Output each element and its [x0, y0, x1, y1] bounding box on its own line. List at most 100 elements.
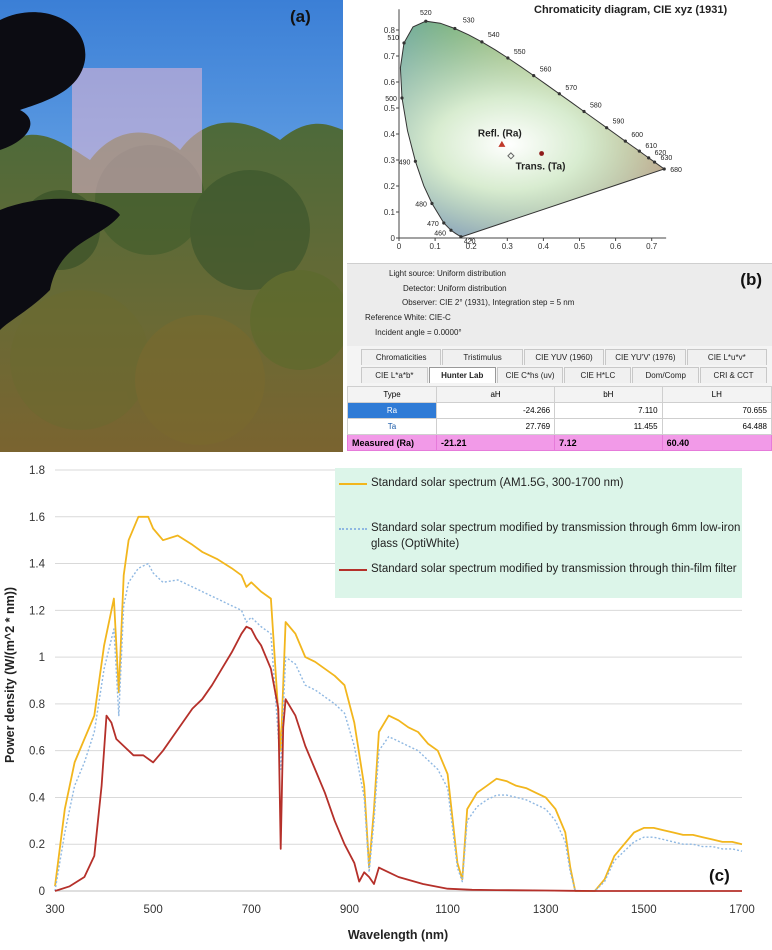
- x-tick-label: 900: [340, 904, 359, 916]
- series-line-1: [54, 515, 743, 892]
- locus-marker: [647, 156, 651, 160]
- legend-entry-3: Standard solar spectrum modified by tran…: [371, 563, 737, 575]
- panel-label-a: (a): [290, 7, 311, 26]
- photo-illustration: [0, 0, 343, 452]
- locus-marker: [453, 26, 457, 31]
- row-lh: 64.488: [661, 418, 772, 435]
- measured-row: Measured (Ra) -21.21 7.12 60.40: [347, 434, 772, 451]
- y-tick-label: 0.2: [29, 839, 45, 851]
- x-axis-label: Wavelength (nm): [348, 928, 448, 942]
- x-tick-label: 300: [45, 904, 64, 916]
- cie-x-tick: 0.1: [430, 242, 442, 251]
- cie-y-tick: 0.5: [384, 104, 396, 113]
- wavelength-label: 460: [434, 230, 446, 237]
- cie-x-tick: 0.5: [574, 242, 586, 251]
- cie-x-tick: 0.2: [466, 242, 478, 251]
- wavelength-label: 540: [488, 32, 500, 39]
- measured-lh: 60.40: [661, 434, 772, 451]
- legend-swatch-2: [339, 528, 367, 530]
- row-type[interactable]: Ra: [347, 402, 437, 419]
- tab-cie-yu-v-1976[interactable]: CIE YU'V' (1976): [605, 349, 686, 365]
- table-row[interactable]: Ra -24.266 7.110 70.655: [347, 402, 772, 419]
- tab-tristimulus[interactable]: Tristimulus: [442, 349, 523, 365]
- row-bh: 11.455: [554, 418, 663, 435]
- cie-y-tick: 0.3: [384, 156, 396, 165]
- cie-point-label: Refl. (Ra): [478, 128, 522, 139]
- table-row[interactable]: Ta 27.769 11.455 64.488: [347, 418, 772, 435]
- x-tick-label: 700: [242, 904, 261, 916]
- locus-marker: [623, 139, 627, 143]
- y-tick-label: 0: [39, 886, 45, 898]
- tab-dom-comp[interactable]: Dom/Comp: [632, 367, 700, 383]
- tab-row-1: Chromaticities Tristimulus CIE YUV (1960) C…: [361, 349, 768, 365]
- cie-x-tick: 0.7: [646, 242, 658, 251]
- wavelength-label: 570: [565, 85, 577, 92]
- tab-chromaticities[interactable]: Chromaticities: [361, 349, 442, 365]
- wavelength-label: 530: [463, 17, 475, 24]
- y-tick-label: 0.6: [29, 746, 45, 758]
- locus-marker: [652, 160, 657, 164]
- tab-cie-l-a-b[interactable]: CIE L*a*b*: [361, 367, 428, 383]
- incident-angle-text: Incident angle = 0.0000°: [375, 328, 462, 337]
- measured-bh: 7.12: [554, 434, 663, 451]
- row-ah: -24.266: [435, 402, 556, 419]
- light-source-text: Light source: Uniform distribution: [389, 269, 506, 278]
- locus-marker: [506, 56, 510, 60]
- x-tick-label: 1500: [631, 904, 657, 916]
- x-tick-label: 1300: [533, 904, 559, 916]
- locus-marker: [532, 74, 536, 78]
- panel-label-b: (b): [740, 270, 762, 289]
- cie-title: Chromaticity diagram, CIE xyz (1931): [534, 4, 728, 16]
- reference-white-text: Reference White: CIE-C: [365, 313, 451, 322]
- tab-strip: Chromaticities Tristimulus CIE YUV (1960) C…: [347, 346, 772, 386]
- y-tick-label: 0.4: [29, 792, 46, 804]
- tab-cri-cct[interactable]: CRI & CCT: [700, 367, 767, 383]
- x-tick-label: 1100: [435, 904, 460, 916]
- series-line-3: [54, 625, 742, 892]
- row-type[interactable]: Ta: [347, 418, 437, 435]
- legend-entry-1: Standard solar spectrum (AM1.5G, 300-170…: [371, 477, 624, 489]
- results-table: Type aH bH LH Ra -24.266 7.110 70.655 Ta…: [347, 386, 772, 451]
- tab-cie-h-lc[interactable]: CIE H*LC: [564, 367, 632, 383]
- locus-marker: [413, 159, 417, 163]
- filter-sample: [72, 68, 202, 193]
- cie-chromaticity-panel: 0 0.1 0.2 0.3 0.4 0.5 0.6 0.7 0 0.1 0.2 0.3 0.4 0.5 0.…: [347, 0, 772, 262]
- y-axis-label: Power density (W/(m^2 * nm)): [3, 587, 17, 763]
- tab-row-2: CIE L*a*b* Hunter Lab CIE C*hs (uv) CIE H*L…: [361, 367, 768, 383]
- wavelength-label: 580: [590, 102, 602, 109]
- header-ah: aH: [435, 386, 556, 403]
- detector-text: Detector: Uniform distribution: [403, 284, 507, 293]
- tab-cie-yuv-1960[interactable]: CIE YUV (1960): [523, 349, 605, 365]
- wavelength-label: 610: [645, 143, 657, 150]
- row-lh: 70.655: [661, 402, 772, 419]
- wavelength-label: 500: [385, 96, 397, 103]
- locus-marker: [557, 92, 561, 96]
- measured-label: Measured (Ra): [347, 434, 437, 451]
- measured-ah: -21.21: [435, 434, 556, 451]
- wavelength-label: 470: [427, 221, 439, 228]
- locus-marker: [637, 149, 641, 153]
- wavelength-label: 600: [631, 132, 643, 139]
- tab-cie-l-u-v[interactable]: CIE L*u*v*: [686, 349, 768, 365]
- chart-legend: Standard solar spectrum (AM1.5G, 300-170…: [335, 468, 742, 598]
- locus-marker: [400, 96, 404, 100]
- observer-text: Observer: CIE 2° (1931), Integration ste…: [402, 298, 575, 307]
- legend-swatch-3: [339, 569, 367, 571]
- wavelength-label: 680: [670, 167, 682, 174]
- locus-marker: [402, 41, 406, 45]
- tab-hunter-lab[interactable]: Hunter Lab: [428, 367, 496, 383]
- wavelength-label: 510: [387, 35, 399, 42]
- locus-marker: [605, 126, 609, 130]
- wavelength-label: 480: [415, 201, 427, 208]
- wavelength-label: 560: [540, 67, 552, 74]
- wavelength-label: 520: [420, 10, 432, 17]
- locus-marker: [442, 221, 446, 225]
- wavelength-label: 550: [514, 49, 526, 56]
- y-tick-label: 0.8: [29, 699, 45, 711]
- y-tick-label: 1.2: [29, 605, 45, 617]
- tab-cie-c-hs-uv[interactable]: CIE C*hs (uv): [496, 367, 564, 383]
- header-type: Type: [347, 386, 437, 403]
- wavelength-label: 630: [661, 155, 673, 162]
- locus-marker: [449, 228, 453, 232]
- cie-y-tick: 0.7: [384, 52, 396, 61]
